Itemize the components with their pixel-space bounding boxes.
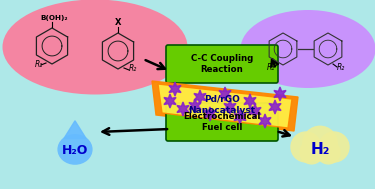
Polygon shape	[224, 100, 236, 114]
Circle shape	[299, 140, 324, 165]
Text: C-C Coupling
Reaction: C-C Coupling Reaction	[191, 54, 253, 74]
Text: R₁: R₁	[267, 63, 275, 72]
Polygon shape	[204, 107, 216, 121]
Polygon shape	[259, 114, 271, 128]
Polygon shape	[152, 81, 298, 131]
Polygon shape	[169, 82, 181, 96]
Polygon shape	[244, 94, 256, 108]
Text: R₁: R₁	[35, 60, 43, 69]
Circle shape	[302, 125, 338, 161]
Circle shape	[318, 131, 350, 163]
Polygon shape	[234, 110, 246, 124]
Polygon shape	[64, 121, 86, 138]
Ellipse shape	[240, 10, 375, 88]
Polygon shape	[194, 90, 206, 104]
Polygon shape	[158, 84, 292, 128]
Text: R₂: R₂	[129, 64, 137, 73]
Text: X: X	[115, 18, 121, 27]
Text: H₂: H₂	[310, 142, 330, 156]
Circle shape	[316, 140, 341, 165]
Polygon shape	[274, 87, 286, 101]
Polygon shape	[189, 99, 201, 113]
Ellipse shape	[3, 0, 188, 94]
Ellipse shape	[57, 134, 93, 165]
Polygon shape	[249, 104, 261, 118]
Text: R₂: R₂	[337, 63, 345, 72]
Polygon shape	[219, 87, 231, 101]
Circle shape	[290, 131, 322, 163]
Text: Electrochemical
Fuel cell: Electrochemical Fuel cell	[183, 112, 261, 132]
FancyBboxPatch shape	[166, 45, 278, 83]
Polygon shape	[164, 94, 176, 108]
FancyBboxPatch shape	[166, 103, 278, 141]
Polygon shape	[177, 102, 189, 116]
Text: Pd/rGO
Nanocatalyst: Pd/rGO Nanocatalyst	[188, 95, 256, 115]
Text: B(OH)₂: B(OH)₂	[40, 15, 68, 21]
Polygon shape	[269, 100, 281, 114]
Text: H₂O: H₂O	[62, 143, 88, 156]
